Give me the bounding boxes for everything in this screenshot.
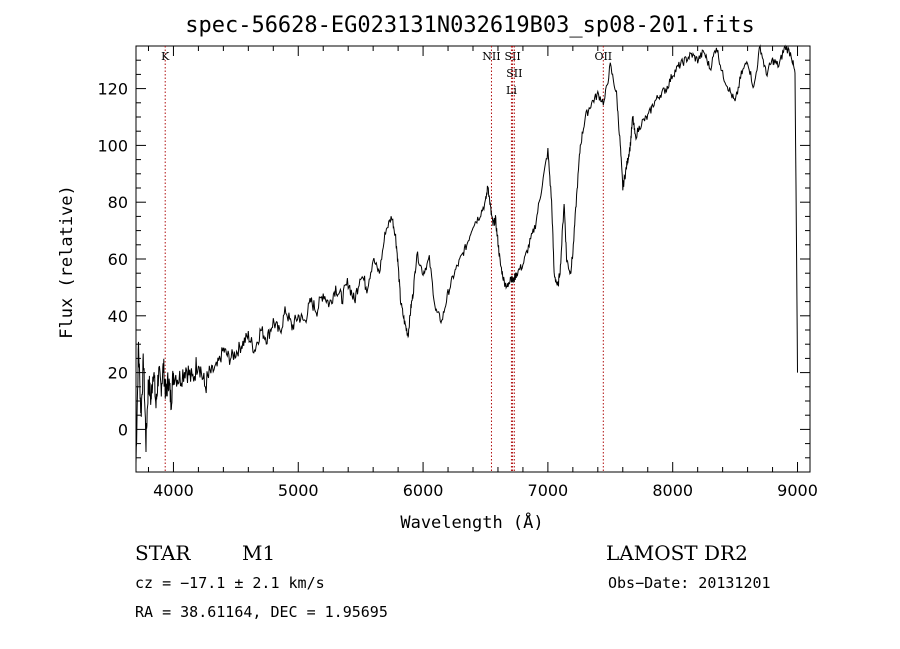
- annotation-label: SII: [504, 50, 520, 63]
- coordinates-line: RA = 38.61164, DEC = 1.95695: [135, 603, 388, 621]
- annotation-label: Li: [506, 84, 517, 97]
- annotation-layer: K NII SII SII Li OII: [161, 46, 612, 472]
- x-tick-label: 8000: [652, 481, 693, 500]
- x-tick-label: 9000: [777, 481, 818, 500]
- x-tick-label: 6000: [403, 481, 444, 500]
- y-tick-label: 120: [97, 80, 128, 99]
- survey-name: LAMOST DR2: [606, 541, 748, 565]
- x-axis-ticks: 4000 5000 6000 7000 8000 9000: [147, 46, 818, 500]
- annotation-label: NII: [482, 50, 500, 63]
- y-tick-label: 40: [108, 307, 128, 326]
- plot-area: K NII SII SII Li OII 4000 5000 6000 7000 8000 9000…: [97, 44, 818, 500]
- spectrum-line: [135, 44, 798, 464]
- x-tick-label: 4000: [153, 481, 194, 500]
- y-tick-label: 0: [118, 420, 128, 439]
- annotation-label: K: [161, 50, 170, 63]
- y-tick-label: 100: [97, 136, 128, 155]
- object-subclass: M1: [242, 541, 275, 565]
- object-class: STAR: [135, 541, 191, 565]
- annotation-label: OII: [594, 50, 612, 63]
- x-tick-label: 7000: [528, 481, 569, 500]
- y-tick-label: 20: [108, 364, 128, 383]
- annotation-label: SII: [506, 67, 522, 80]
- chart-title: spec-56628-EG023131N032619B03_sp08-201.f…: [185, 13, 755, 38]
- x-tick-label: 5000: [278, 481, 319, 500]
- x-axis-label: Wavelength (Å): [400, 511, 543, 533]
- obs-date: Obs−Date: 20131201: [608, 574, 771, 592]
- y-axis-ticks: 0 20 40 60 80 100 120: [97, 59, 810, 459]
- y-axis-label: Flux (relative): [57, 185, 77, 339]
- y-tick-label: 60: [108, 250, 128, 269]
- redshift-line: cz = −17.1 ± 2.1 km/s: [135, 574, 325, 592]
- y-tick-label: 80: [108, 193, 128, 212]
